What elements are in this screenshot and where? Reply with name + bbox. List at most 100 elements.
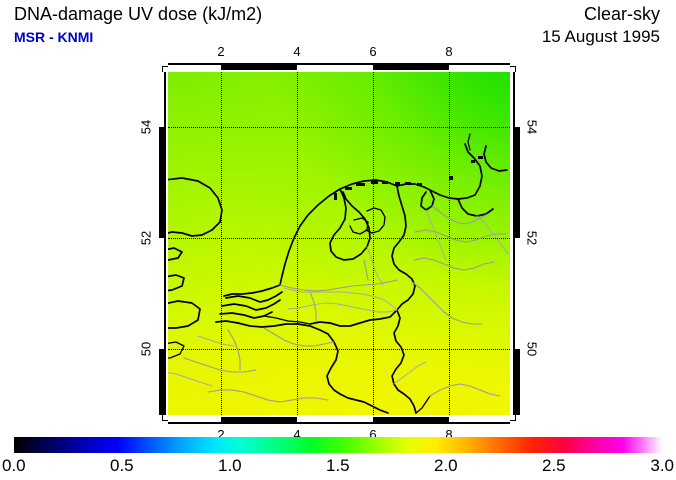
border-france-region-1	[183, 357, 257, 373]
island-texel	[334, 193, 337, 200]
lon-tick-top-4: 4	[293, 44, 301, 59]
border-netherlands-province-3	[363, 259, 369, 281]
coastline-netherlands-west	[279, 179, 398, 286]
river-rhine	[283, 287, 398, 311]
border-german-state-2	[414, 229, 507, 243]
island-ameland	[371, 181, 378, 184]
river-elbe	[476, 215, 509, 255]
map-panel: 2 4 6 8 2 4 6 8 54 52 50 54 52 50	[139, 45, 540, 441]
gridline-lon-4	[297, 72, 298, 415]
map-plot-area	[168, 72, 510, 415]
colorbar-tick-0-5: 0.5	[110, 456, 134, 475]
border-german-state-4	[411, 281, 483, 325]
coastline-england-south	[168, 341, 185, 359]
colorbar-tick-3-0: 3.0	[650, 456, 674, 475]
coastline-england-east	[168, 177, 223, 237]
axis-top-seg-1	[221, 63, 297, 70]
colorbar-tick-1-0: 1.0	[218, 456, 242, 475]
colorbar-tick-2-5: 2.5	[542, 456, 566, 475]
axis-right-seg-2	[513, 349, 520, 415]
island-amrum	[471, 160, 475, 163]
lon-tick-bottom-6: 6	[369, 427, 377, 442]
page-title: DNA-damage UV dose (kJ/m2)	[14, 4, 263, 24]
gridline-lon-6	[373, 72, 374, 415]
gridline-lat-54	[168, 127, 510, 128]
lat-tick-left-50: 50	[138, 341, 154, 357]
institute-label: MSR - KNMI	[14, 29, 94, 45]
border-france-region-2	[207, 389, 281, 403]
axis-top-seg-2	[373, 63, 449, 70]
island-terschelling	[356, 183, 365, 186]
border-france-region-3	[279, 397, 329, 403]
coastline-zeeland-delta-3	[219, 311, 273, 319]
border-belgium-province-1	[263, 327, 335, 347]
lat-tick-right-50: 50	[524, 341, 540, 357]
coastline-denmark-west	[483, 145, 508, 172]
coastline-england-southeast	[168, 274, 185, 292]
axis-right-rule	[513, 72, 515, 415]
border-france-germany-rhine	[415, 395, 431, 414]
island-fohr	[478, 156, 483, 159]
colorbar-tick-1-5: 1.5	[326, 456, 350, 475]
border-belgium-france	[326, 333, 341, 395]
coastline-germany-weser	[420, 189, 435, 211]
gridline-lat-50	[168, 349, 510, 350]
lon-tick-top-2: 2	[217, 44, 225, 59]
island-borkum	[395, 182, 400, 185]
border-belgium-province-2	[227, 329, 241, 371]
river-seine	[168, 372, 213, 387]
border-netherlands-germany	[391, 185, 416, 311]
island-schiermonnikoog	[382, 181, 388, 184]
lon-tick-bottom-8: 8	[445, 427, 453, 442]
island-helgoland	[449, 176, 453, 180]
axis-left-rule	[164, 72, 166, 415]
date-label: 15 August 1995	[541, 27, 660, 46]
lon-tick-top-8: 8	[445, 44, 453, 59]
island-vlieland	[345, 187, 352, 190]
coastline-ijsselmeer-west	[329, 188, 371, 261]
border-german-state-5	[429, 383, 501, 397]
coastline-england-thames	[168, 247, 183, 261]
axis-top	[168, 63, 510, 70]
coastline-germany-north	[464, 143, 483, 196]
axis-right	[513, 72, 520, 415]
coastline-zeeland-delta-1	[225, 291, 283, 303]
uv-dose-field-south-west	[168, 72, 510, 415]
river-somme	[197, 335, 235, 347]
coastline-belgium-coast	[215, 320, 329, 335]
border-netherlands-belgium	[309, 309, 398, 327]
colorbar-gradient	[14, 437, 662, 453]
coastline-germany-elbe	[457, 198, 494, 217]
border-netherlands-province-2	[309, 291, 317, 323]
lon-tick-bottom-2: 2	[217, 427, 225, 442]
river-mosel	[393, 361, 427, 385]
chart-header: DNA-damage UV dose (kJ/m2) Clear-sky MSR…	[0, 0, 676, 52]
axis-bottom	[168, 417, 510, 424]
border-belgium-luxembourg-germany	[391, 309, 405, 385]
axis-right-seg-1	[513, 127, 520, 238]
axis-top-rule	[168, 63, 510, 65]
river-maas	[287, 302, 398, 313]
coastline-ijsselmeer-east	[365, 207, 386, 234]
river-ijssel	[366, 246, 384, 286]
colorbar-tick-2-0: 2.0	[434, 456, 458, 475]
lat-tick-left-52: 52	[138, 230, 154, 246]
coastline-zeeland-delta-2	[221, 299, 281, 311]
coastline-zeeland-north	[223, 284, 281, 297]
coastline-scheldt-estuary	[263, 315, 311, 325]
axis-left-seg-2	[159, 349, 166, 415]
colorbar-legend: 0.0 0.5 1.0 1.5 2.0 2.5 3.0	[0, 430, 676, 480]
gridline-lat-52	[168, 238, 510, 239]
lon-tick-bottom-4: 4	[293, 427, 301, 442]
lat-tick-right-52: 52	[524, 230, 540, 246]
axis-bottom-seg-2	[373, 417, 449, 424]
island-norderney	[405, 182, 411, 185]
border-france-east	[339, 393, 389, 414]
axis-left	[159, 72, 166, 415]
island-wangerooge	[417, 183, 422, 186]
geography-overlay	[168, 133, 509, 414]
border-german-state-1	[431, 205, 489, 225]
lat-tick-right-54: 54	[524, 119, 540, 135]
lat-tick-left-54: 54	[138, 119, 154, 135]
river-weser	[425, 209, 447, 261]
